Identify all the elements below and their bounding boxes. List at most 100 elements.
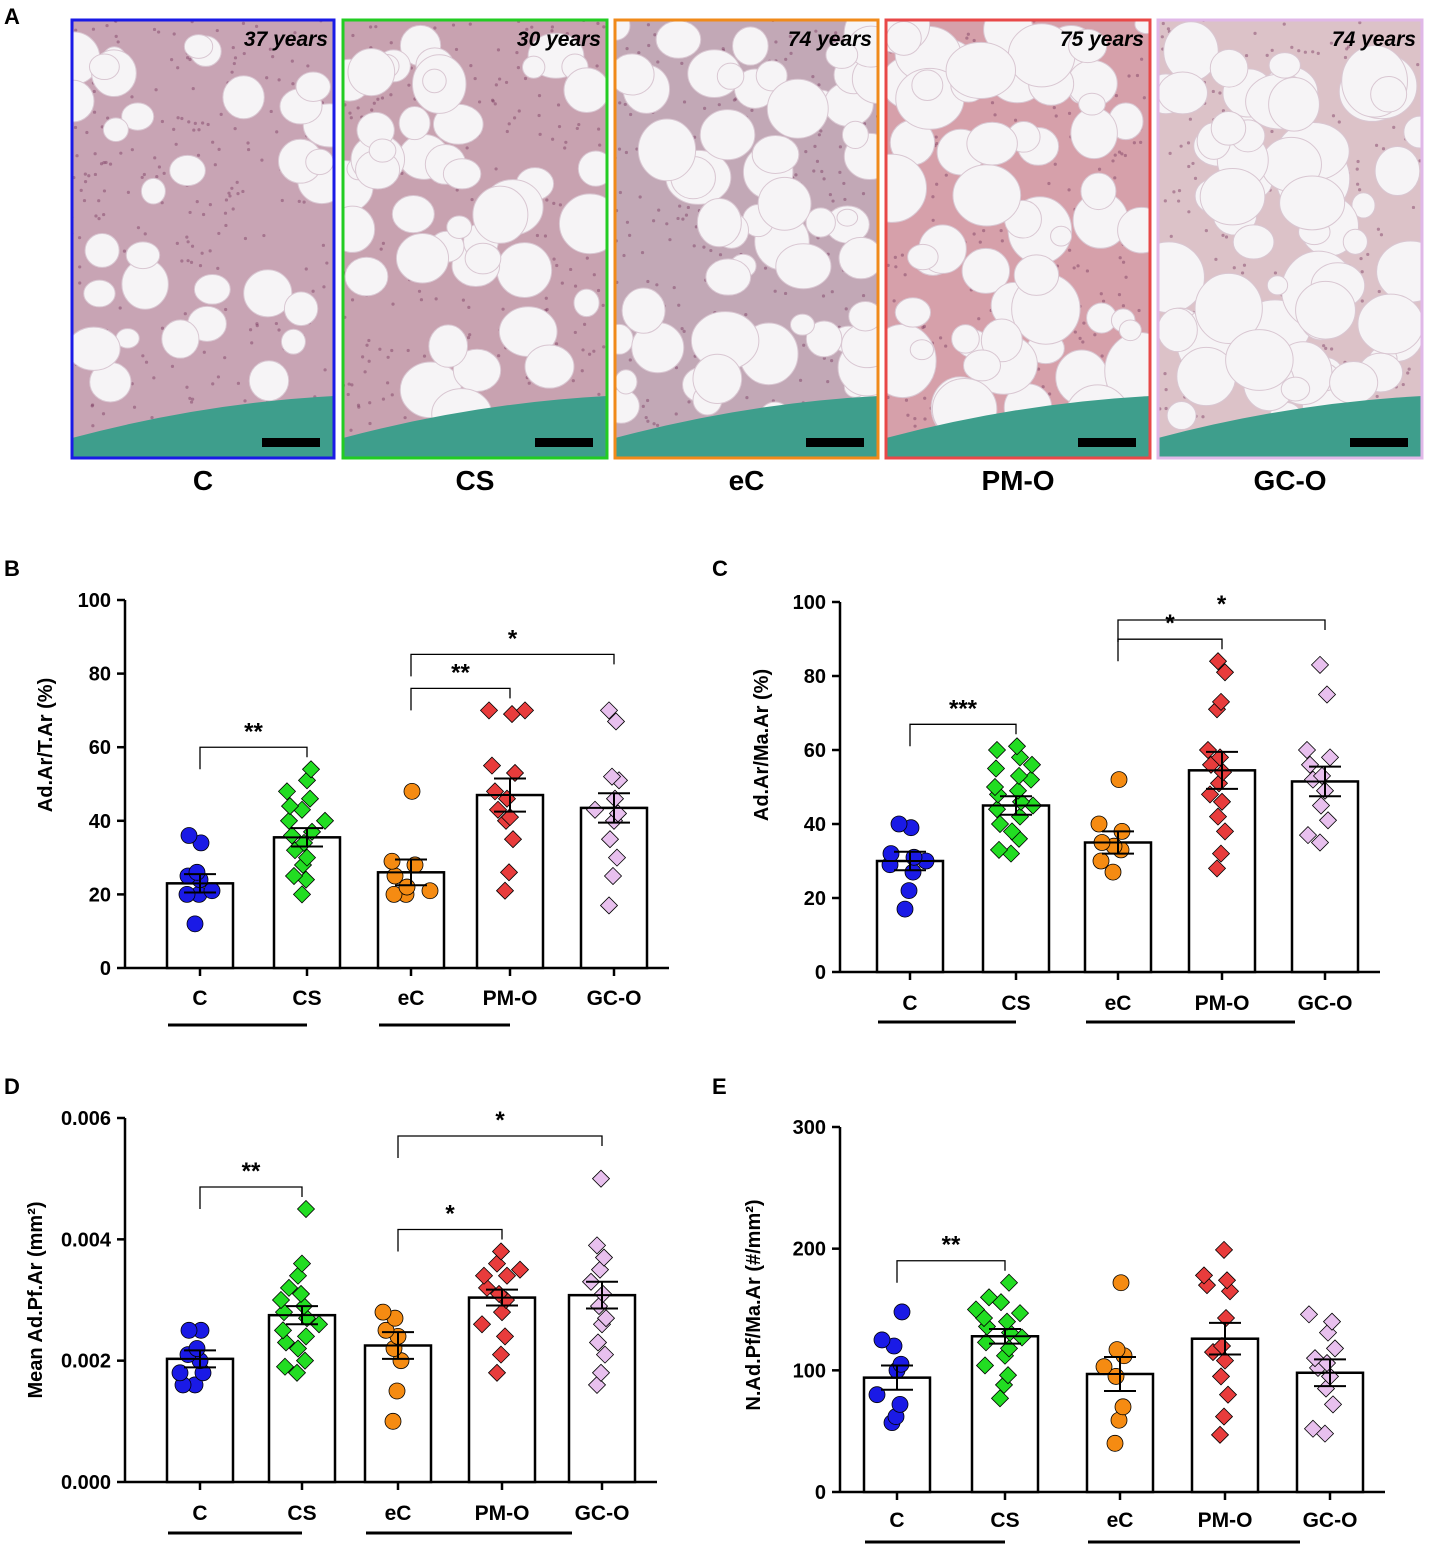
cell-dot xyxy=(191,397,195,401)
cell-dot xyxy=(290,59,294,63)
y-tick-label: 100 xyxy=(793,1360,826,1382)
cell-dot xyxy=(773,289,777,293)
cell-dot xyxy=(554,342,559,346)
cell-dot xyxy=(224,223,228,228)
cell-dot xyxy=(275,130,279,134)
cell-dot xyxy=(972,232,976,236)
adipocyte xyxy=(1078,92,1106,116)
data-point-gc-o xyxy=(587,1375,607,1394)
adipocyte xyxy=(805,320,843,358)
data-point-pm-o xyxy=(499,863,519,882)
cell-dot xyxy=(815,159,820,163)
data-point-pm-o xyxy=(1211,692,1231,711)
y-tick-label: 60 xyxy=(804,740,826,762)
cell-dot xyxy=(350,383,354,387)
cell-dot xyxy=(496,48,501,52)
cell-dot xyxy=(1324,346,1328,350)
cell-dot xyxy=(497,354,501,358)
cell-dot xyxy=(680,61,684,66)
cell-dot xyxy=(389,41,393,45)
y-tick-label: 20 xyxy=(804,888,826,910)
cell-dot xyxy=(538,132,542,136)
cell-dot xyxy=(1188,117,1192,121)
significance-label: * xyxy=(445,1200,455,1227)
micrograph-cs xyxy=(343,20,607,458)
data-point-pm-o xyxy=(474,1266,494,1285)
cell-dot xyxy=(160,119,164,124)
adipocyte xyxy=(1134,20,1150,35)
data-point-c xyxy=(178,886,196,903)
cell-dot xyxy=(186,259,190,263)
adipocyte xyxy=(952,164,1022,227)
cell-dot xyxy=(750,108,754,112)
cell-dot xyxy=(357,405,361,409)
data-point-cs xyxy=(295,1351,315,1370)
significance-label: * xyxy=(1217,591,1227,618)
cell-dot xyxy=(211,140,215,144)
cell-dot xyxy=(380,96,385,100)
y-tick-label: 300 xyxy=(793,1117,826,1139)
data-point-pm-o xyxy=(1208,652,1228,671)
cell-dot xyxy=(585,256,589,260)
cell-dot xyxy=(1179,144,1183,148)
cell-dot xyxy=(155,174,159,179)
cell-dot xyxy=(105,23,109,28)
cell-dot xyxy=(1072,266,1076,270)
cell-dot xyxy=(571,379,575,383)
cell-dot xyxy=(684,213,689,217)
cell-dot xyxy=(1282,22,1286,26)
data-point-c xyxy=(890,815,908,833)
cell-dot xyxy=(451,23,456,27)
cell-dot xyxy=(1360,299,1364,303)
data-point-pm-o xyxy=(503,830,523,849)
cell-dot xyxy=(217,147,221,151)
x-tick-label: PM-O xyxy=(1195,992,1250,1015)
cell-dot xyxy=(417,289,422,293)
cell-dot xyxy=(1052,106,1056,110)
data-point-cs xyxy=(966,1300,986,1319)
adipocyte xyxy=(1374,145,1421,197)
data-point-gc-o xyxy=(1300,755,1320,774)
cell-dot xyxy=(1187,164,1191,169)
adipocyte xyxy=(295,71,331,103)
panel-letter-e: E xyxy=(712,1074,727,1099)
cell-dot xyxy=(224,198,229,202)
cell-dot xyxy=(1082,321,1086,325)
y-tick-label: 0.006 xyxy=(61,1108,111,1130)
adipocyte xyxy=(102,117,129,143)
cell-dot xyxy=(1406,371,1410,375)
data-point-pm-o xyxy=(1215,822,1235,841)
cell-dot xyxy=(160,201,164,205)
cell-dot xyxy=(618,101,622,105)
cell-dot xyxy=(581,348,585,352)
cell-dot xyxy=(535,233,540,238)
cell-dot xyxy=(494,83,498,87)
cell-dot xyxy=(180,259,184,263)
cell-dot xyxy=(231,45,235,50)
adipocyte xyxy=(757,176,812,231)
y-axis-label-b: Ad.Ar/T.Ar (%) xyxy=(35,678,57,812)
cell-dot xyxy=(656,60,660,64)
data-point-pm-o xyxy=(1215,1351,1235,1370)
cell-dot xyxy=(1343,55,1348,60)
cell-dot xyxy=(798,378,803,382)
cell-dot xyxy=(523,76,528,81)
data-point-gc-o xyxy=(1297,740,1317,760)
cell-dot xyxy=(814,29,818,33)
cell-dot xyxy=(367,338,371,343)
cell-dot xyxy=(368,401,372,405)
cell-dot xyxy=(543,234,548,238)
image-border xyxy=(1156,18,1424,460)
image-border xyxy=(70,18,336,460)
significance-bracket xyxy=(199,1186,303,1209)
cell-dot xyxy=(560,281,564,285)
adipocyte xyxy=(1357,293,1422,355)
x-tick-label: CS xyxy=(287,1502,316,1525)
cell-dot xyxy=(1204,229,1208,233)
cell-dot xyxy=(176,116,180,120)
cell-dot xyxy=(903,273,907,277)
cell-dot xyxy=(350,298,355,302)
cell-dot xyxy=(629,112,633,117)
adipocyte xyxy=(243,269,293,318)
micrograph-pm-o xyxy=(886,20,1150,458)
